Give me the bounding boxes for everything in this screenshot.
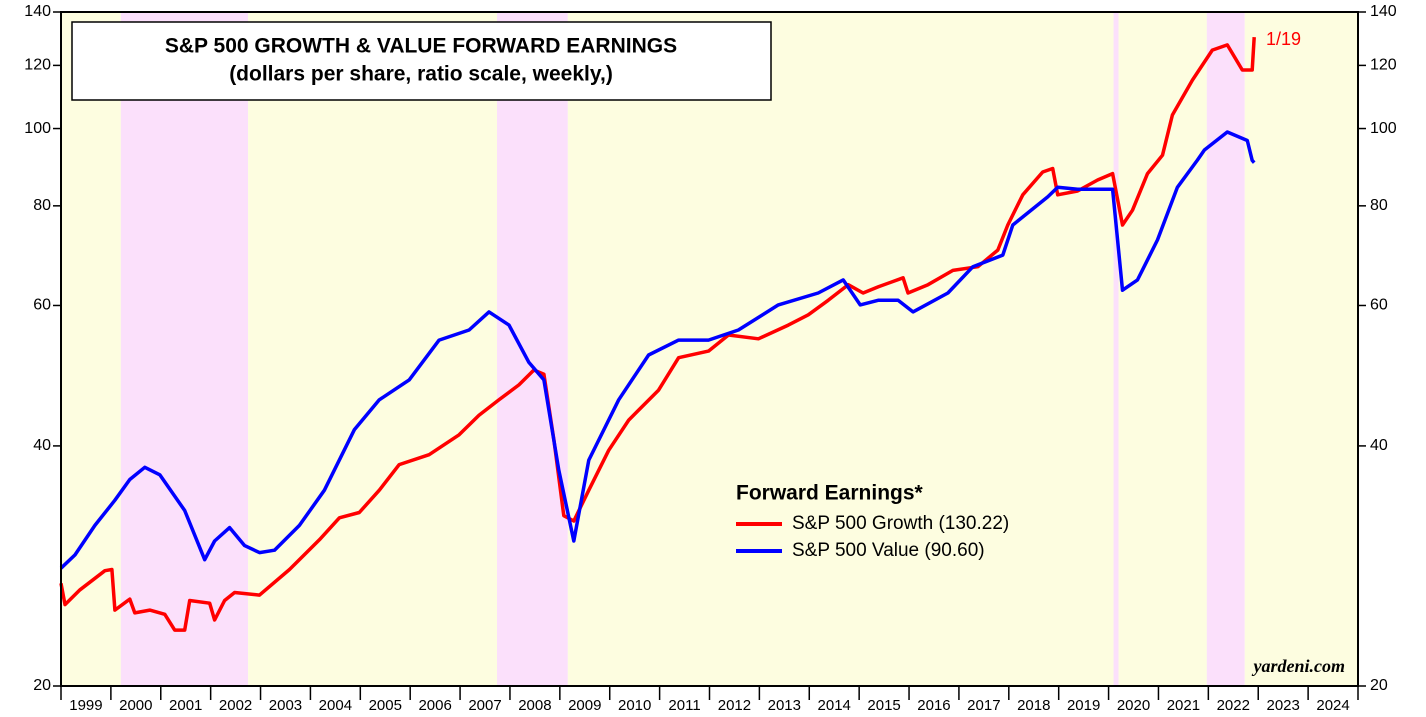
x-tick-label: 2011: [668, 697, 700, 714]
shaded-region: [567, 12, 1114, 686]
y2-tick-label: 60: [1370, 297, 1388, 314]
x-tick-label: 2006: [418, 697, 451, 714]
x-tick-label: 2007: [468, 697, 501, 714]
x-tick-label: 2015: [867, 697, 900, 714]
chart-subtitle: (dollars per share, ratio scale, weekly,…: [229, 63, 613, 86]
shaded-region: [1113, 12, 1119, 686]
title-box: [71, 21, 772, 101]
x-tick-label: 2013: [768, 697, 801, 714]
y2-tick-label: 20: [1370, 677, 1388, 694]
y-tick-label: 80: [33, 197, 51, 214]
x-tick-label: 2022: [1217, 697, 1250, 714]
source: yardeni.com: [1252, 656, 1346, 676]
x-tick-label: 2009: [568, 697, 601, 714]
y2-tick-label: 140: [1370, 3, 1397, 20]
x-tick-label: 2002: [219, 697, 252, 714]
shaded-region: [120, 12, 249, 686]
plot: [59, 36, 1256, 632]
y2-tick-label: 40: [1370, 437, 1388, 454]
x-tick-label: 2021: [1167, 697, 1200, 714]
x-tick-label: 2005: [369, 697, 402, 714]
y-tick-label: 100: [24, 120, 51, 137]
annotation: 1/19: [1266, 29, 1301, 49]
y-tick-label: 120: [24, 57, 51, 74]
shaded-region: [1118, 12, 1207, 686]
x-tick-label: 2008: [518, 697, 551, 714]
x-tick-label: 2020: [1117, 697, 1150, 714]
y-tick-label: 140: [24, 3, 51, 20]
shaded-region: [248, 12, 497, 686]
x-tick-label: 2012: [718, 697, 751, 714]
legend-title: Forward Earnings*: [736, 482, 924, 505]
x-tick-label: 2023: [1266, 697, 1299, 714]
x-tick-label: 2001: [169, 697, 202, 714]
x-tick-label: 2019: [1067, 697, 1100, 714]
shaded-region: [1206, 12, 1245, 686]
y-tick-label: 40: [33, 437, 51, 454]
line-series: [59, 36, 1256, 632]
shaded-region: [1244, 12, 1358, 686]
y-tick-label: 60: [33, 297, 51, 314]
y-tick-label: 20: [33, 677, 51, 694]
chart-title: S&P 500 GROWTH & VALUE FORWARD EARNINGS: [165, 35, 677, 58]
x-tick-label: 2016: [917, 697, 950, 714]
legend-label: S&P 500 Value (90.60): [792, 540, 985, 561]
x-tick-label: 2017: [967, 697, 1000, 714]
y2-tick-label: 80: [1370, 197, 1388, 214]
x-tick-label: 2000: [119, 697, 152, 714]
x-tick-label: 2014: [818, 697, 851, 714]
x-tick-label: 2004: [319, 697, 352, 714]
line-series: [59, 130, 1256, 570]
x-tick-label: 2018: [1017, 697, 1050, 714]
shaded-region: [496, 12, 568, 686]
legend-label: S&P 500 Growth (130.22): [792, 513, 1009, 534]
x-tick-label: 2003: [269, 697, 302, 714]
x-tick-label: 1999: [69, 697, 102, 714]
y2-tick-label: 100: [1370, 120, 1397, 137]
x-tick-label: 2010: [618, 697, 651, 714]
y2-tick-label: 120: [1370, 57, 1397, 74]
x-tick-label: 2024: [1316, 697, 1349, 714]
